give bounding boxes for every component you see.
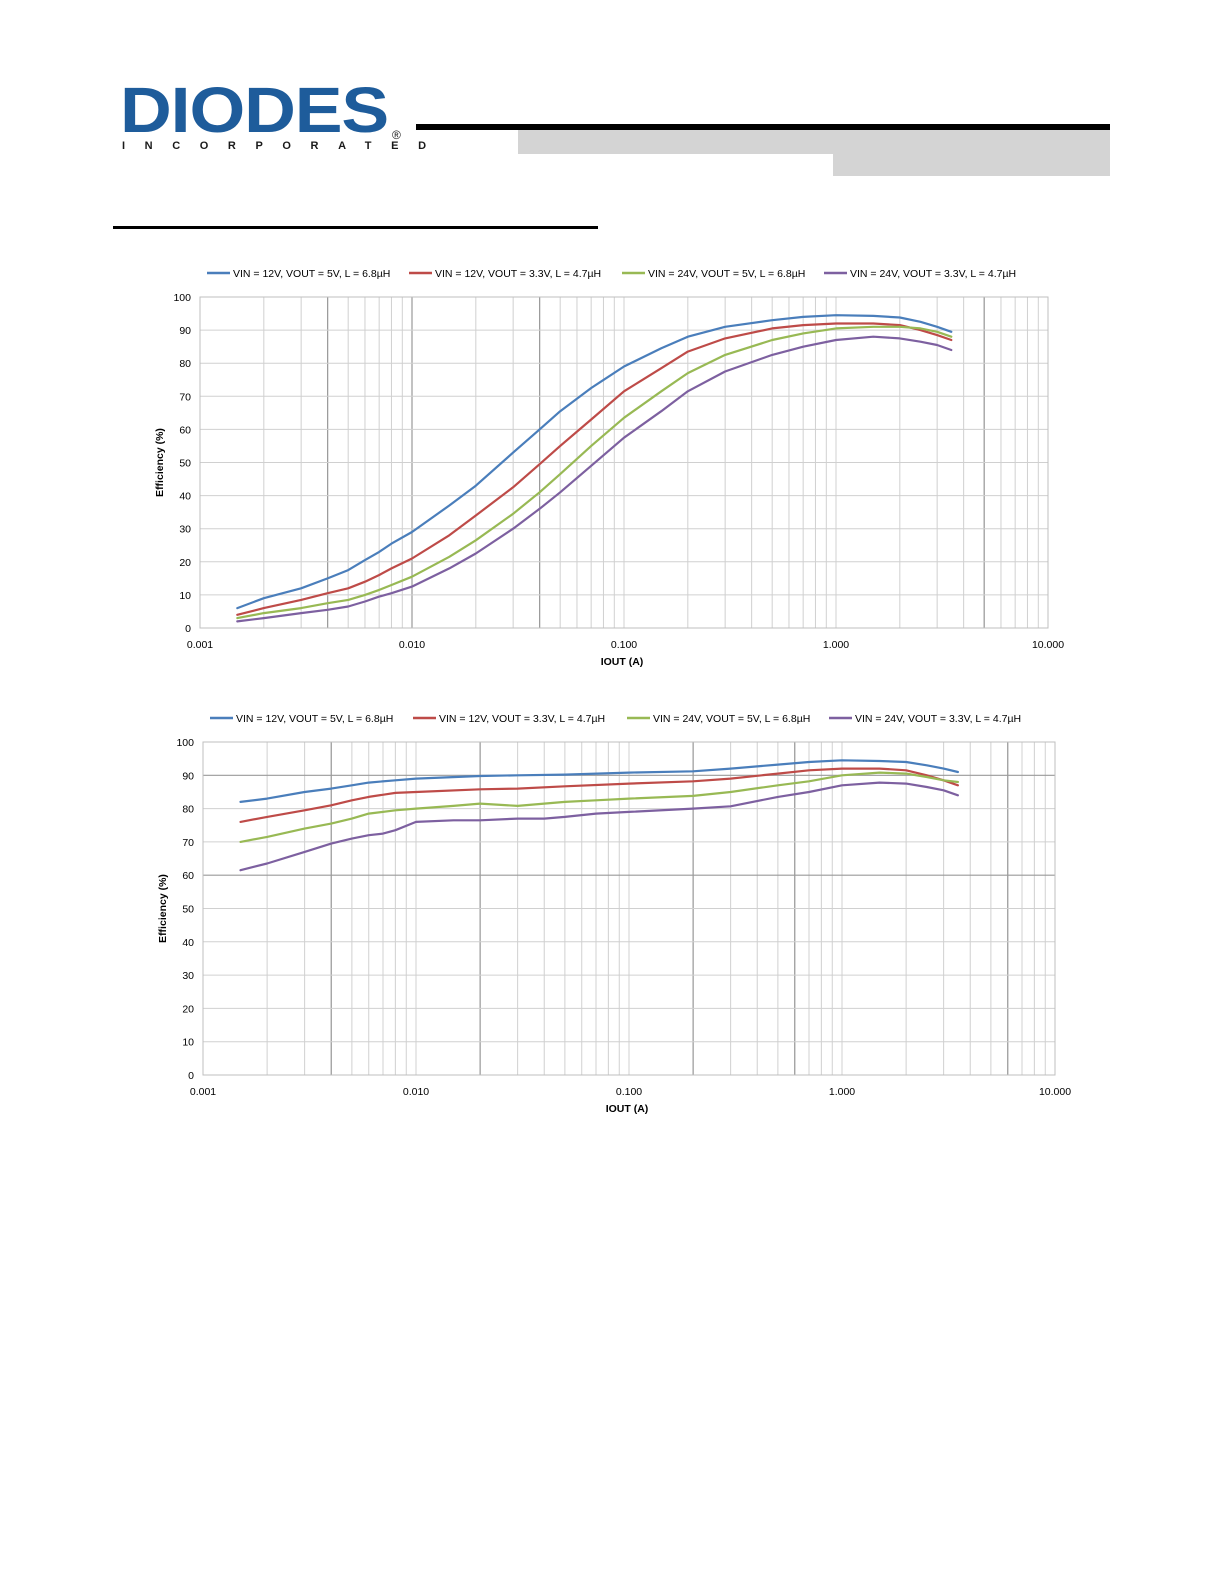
- y-tick-label: 40: [182, 937, 194, 949]
- y-axis-title: Efficiency (%): [154, 428, 166, 497]
- legend-entry: VIN = 12V, VOUT = 5V, L = 6.8µH: [233, 268, 390, 280]
- y-tick-label: 90: [182, 770, 194, 782]
- y-tick-label: 30: [179, 524, 191, 536]
- y-tick-label: 60: [182, 870, 194, 882]
- legend-entry: VIN = 12V, VOUT = 5V, L = 6.8µH: [236, 713, 393, 725]
- series-line-1: [236, 314, 953, 610]
- y-tick-label: 10: [182, 1037, 194, 1049]
- y-tick-label: 80: [179, 358, 191, 370]
- y-tick-label: 100: [173, 292, 191, 304]
- x-tick-label: 0.001: [187, 639, 213, 651]
- series-line-3: [236, 325, 953, 620]
- series-line-1: [239, 759, 959, 803]
- x-tick-label: 10.000: [1039, 1086, 1071, 1098]
- chart-1: 0 10 20 30 40 50 60 70 80 90 100 0.001 0.010 0.100 1.0…: [154, 268, 1064, 668]
- y-tick-label: 0: [185, 623, 191, 635]
- x-axis-title: IOUT (A): [601, 656, 644, 668]
- y-tick-label: 20: [182, 1003, 194, 1015]
- logo-wordmark: DIODES: [120, 74, 389, 146]
- logo-subtext: INCORPORATED: [122, 140, 446, 152]
- legend-entry: VIN = 12V, VOUT = 3.3V, L = 4.7µH: [439, 713, 605, 725]
- y-tick-label: 100: [176, 737, 194, 749]
- x-tick-label: 0.001: [190, 1086, 216, 1098]
- x-axis-title: IOUT (A): [606, 1103, 649, 1115]
- x-tick-label: 0.100: [611, 639, 637, 651]
- x-tick-label: 10.000: [1032, 639, 1064, 651]
- legend-entry: VIN = 24V, VOUT = 3.3V, L = 4.7µH: [850, 268, 1016, 280]
- y-tick-label: 70: [179, 391, 191, 403]
- y-tick-label: 40: [179, 491, 191, 503]
- x-tick-label: 0.100: [616, 1086, 642, 1098]
- series-line-2: [236, 322, 953, 616]
- diodes-logo: DIODES INCORPORATED ®: [120, 74, 426, 154]
- registered-mark: ®: [392, 128, 401, 142]
- y-tick-label: 10: [179, 590, 191, 602]
- series-line-4: [236, 335, 953, 623]
- section-rule: [113, 226, 598, 229]
- y-tick-label: 70: [182, 837, 194, 849]
- plot-area-frame: [199, 296, 1049, 629]
- plot-area-frame: [202, 741, 1056, 1076]
- chart-2: 0 10 20 30 40 50 60 70 80 90 100 0.001 0.010 0.100 1.0…: [157, 713, 1071, 1115]
- y-tick-label: 90: [179, 325, 191, 337]
- legend-entry: VIN = 24V, VOUT = 3.3V, L = 4.7µH: [855, 713, 1021, 725]
- header-grey-band-lower: [833, 154, 1110, 176]
- y-tick-label: 50: [179, 458, 191, 470]
- y-tick-label: 0: [188, 1070, 194, 1082]
- series-line-3: [239, 771, 959, 843]
- header-rule: [416, 124, 1110, 130]
- x-tick-label: 0.010: [403, 1086, 429, 1098]
- y-tick-label: 60: [179, 424, 191, 436]
- header-grey-band: [518, 130, 1110, 154]
- x-tick-label: 0.010: [399, 639, 425, 651]
- legend-entry: VIN = 24V, VOUT = 5V, L = 6.8µH: [648, 268, 805, 280]
- y-tick-label: 50: [182, 904, 194, 916]
- series-line-2: [239, 767, 959, 823]
- legend-entry: VIN = 24V, VOUT = 5V, L = 6.8µH: [653, 713, 810, 725]
- x-tick-label: 1.000: [823, 639, 849, 651]
- y-tick-label: 30: [182, 970, 194, 982]
- y-axis-title: Efficiency (%): [157, 874, 169, 943]
- y-tick-label: 80: [182, 804, 194, 816]
- y-tick-label: 20: [179, 557, 191, 569]
- series-line-4: [239, 781, 959, 872]
- x-tick-label: 1.000: [829, 1086, 855, 1098]
- legend-entry: VIN = 12V, VOUT = 3.3V, L = 4.7µH: [435, 268, 601, 280]
